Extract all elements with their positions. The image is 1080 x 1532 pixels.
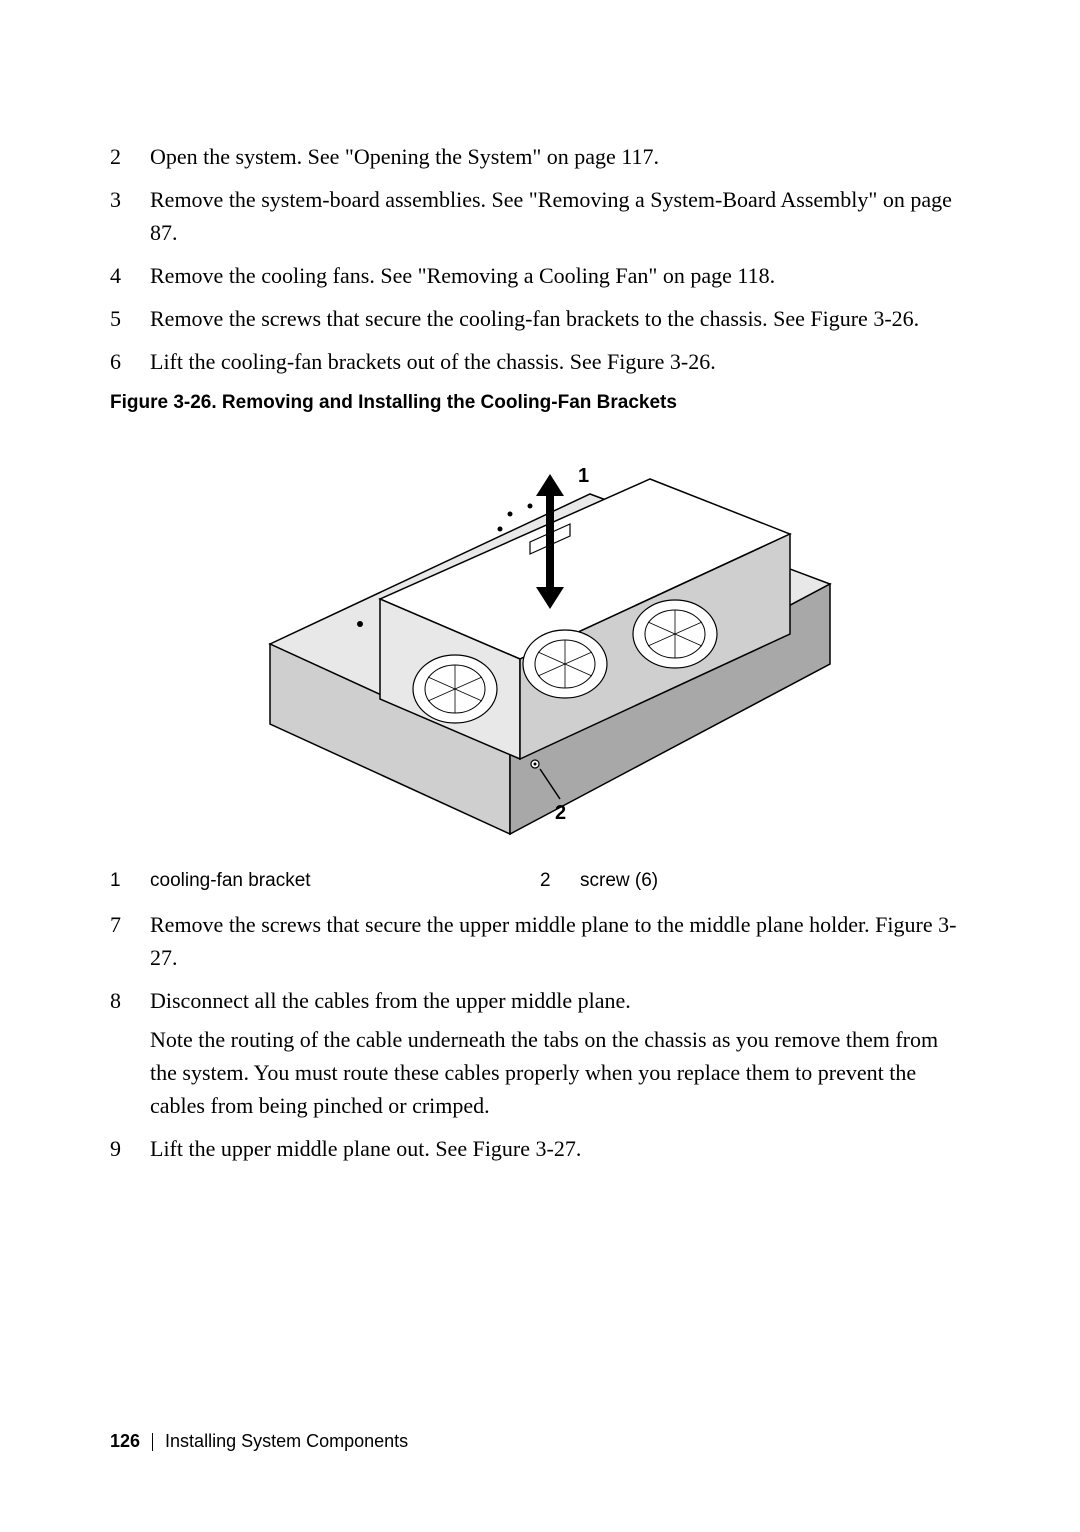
step-number: 9 bbox=[110, 1132, 150, 1165]
step-number: 5 bbox=[110, 302, 150, 335]
step-text: Remove the cooling fans. See "Removing a… bbox=[150, 259, 970, 292]
step-text: Lift the cooling-fan brackets out of the… bbox=[150, 345, 970, 378]
step-text: Remove the system-board assemblies. See … bbox=[150, 183, 970, 249]
page-number: 126 bbox=[110, 1431, 140, 1452]
step-item: 3 Remove the system-board assemblies. Se… bbox=[110, 183, 970, 249]
svg-text:1: 1 bbox=[578, 465, 589, 487]
svg-text:2: 2 bbox=[555, 802, 566, 824]
step-item: 6 Lift the cooling-fan brackets out of t… bbox=[110, 345, 970, 378]
step-item: 9 Lift the upper middle plane out. See F… bbox=[110, 1132, 970, 1165]
callout-num: 2 bbox=[540, 870, 580, 892]
step-item: 5 Remove the screws that secure the cool… bbox=[110, 302, 970, 335]
step-number: 7 bbox=[110, 908, 150, 974]
callout-label: screw (6) bbox=[580, 870, 658, 892]
step-number: 2 bbox=[110, 140, 150, 173]
figure-callout-legend: 1 cooling-fan bracket 2 screw (6) bbox=[110, 870, 970, 892]
step-sub-text: Note the routing of the cable underneath… bbox=[150, 1023, 970, 1122]
procedure-steps-a: 2 Open the system. See "Opening the Syst… bbox=[110, 140, 970, 378]
footer-section: Installing System Components bbox=[165, 1431, 408, 1452]
footer-separator bbox=[152, 1433, 153, 1451]
figure-caption: Figure 3-26. Removing and Installing the… bbox=[110, 392, 970, 414]
step-text: Open the system. See "Opening the System… bbox=[150, 140, 970, 173]
step-item: 4 Remove the cooling fans. See "Removing… bbox=[110, 259, 970, 292]
step-text: Lift the upper middle plane out. See Fig… bbox=[150, 1132, 970, 1165]
step-number: 6 bbox=[110, 345, 150, 378]
step-item: 2 Open the system. See "Opening the Syst… bbox=[110, 140, 970, 173]
step-number: 4 bbox=[110, 259, 150, 292]
page-footer: 126 Installing System Components bbox=[110, 1431, 408, 1452]
procedure-steps-b: 7 Remove the screws that secure the uppe… bbox=[110, 908, 970, 1165]
step-text: Remove the screws that secure the coolin… bbox=[150, 302, 970, 335]
callout-num: 1 bbox=[110, 870, 150, 892]
step-text: Disconnect all the cables from the upper… bbox=[150, 984, 970, 1122]
chassis-diagram: 1 2 bbox=[230, 434, 850, 854]
step-number: 8 bbox=[110, 984, 150, 1122]
step-main-text: Disconnect all the cables from the upper… bbox=[150, 988, 631, 1013]
step-number: 3 bbox=[110, 183, 150, 249]
callout-label: cooling-fan bracket bbox=[150, 870, 311, 892]
step-item: 8 Disconnect all the cables from the upp… bbox=[110, 984, 970, 1122]
step-text: Remove the screws that secure the upper … bbox=[150, 908, 970, 974]
figure-3-26: 1 2 bbox=[110, 434, 970, 854]
step-item: 7 Remove the screws that secure the uppe… bbox=[110, 908, 970, 974]
callout-1: 1 bbox=[578, 465, 589, 487]
